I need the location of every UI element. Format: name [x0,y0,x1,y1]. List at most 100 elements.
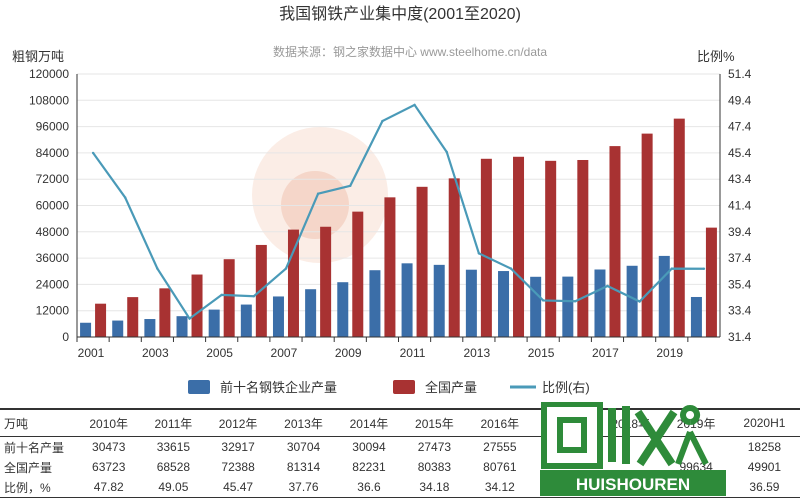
bar-national [95,303,107,337]
table-corner-label: 万吨 [0,409,76,437]
table-cell: 80383 [417,460,452,474]
left-tick-label: 36000 [36,251,70,265]
table-header-cell: 2015年 [401,409,468,437]
x-tick-label: 2017 [592,346,619,360]
right-tick-label: 47.4 [728,120,752,134]
x-tick-label: 2003 [142,346,169,360]
chart-title: 我国钢铁产业集中度(2001至2020) [279,5,521,23]
table-cell: 32917 [221,440,255,454]
right-tick-label: 45.4 [728,146,752,160]
bar-top10 [112,320,124,337]
left-tick-label: 0 [62,330,69,344]
bar-national [705,227,717,337]
table-header-cell: 2010年 [76,409,142,437]
ratio-line-group [91,103,706,321]
table-header-cell: 2011年 [141,409,206,437]
x-tick-label: 2011 [400,346,426,360]
ratio-point [541,299,545,302]
table-row-label: 前十名产量 [4,440,65,455]
ratio-point [509,267,513,270]
bar-top10 [690,296,702,337]
ratio-point [381,119,384,123]
table-header-cell: 2014年 [336,409,402,437]
table-row-label: 比例，% [0,477,76,498]
ratio-point [445,150,448,154]
bar-top10 [658,255,670,337]
table-cell: 45.47 [205,477,271,498]
right-tick-label: 39.4 [728,225,752,239]
watermark-band [540,470,726,496]
table-cell: 49.05 [141,477,206,498]
watermark-logo: HUISHOUREN [540,402,726,496]
bar-top10 [144,319,156,337]
ratio-point [156,267,159,270]
axes: 0 12000 24000 36000 48000 60000 72000 84000 9600… [29,67,752,360]
right-tick-label: 33.4 [728,304,752,318]
legend-label: 前十名钢铁企业产量 [220,380,337,395]
bar-national [577,159,589,337]
left-axis-unit: 粗钢万吨 [12,49,64,64]
left-tick-label: 12000 [36,304,70,318]
bar-top10 [208,309,220,337]
bar-national [223,259,235,337]
bar-national [320,226,332,337]
table-header-cell: 2016年 [467,409,533,437]
ratio-point [124,196,127,199]
bar-national [513,156,525,337]
ratio-point [316,192,320,195]
background-logo [252,127,388,263]
table-cell: 81314 [286,460,321,474]
bar-national [159,288,171,337]
table-cell: 36.6 [336,477,402,498]
bar-national [545,160,557,337]
legend: 前十名钢铁企业产量 全国产量 比例(右) [188,380,590,395]
bar-national [287,229,299,337]
x-tick-label: 2013 [463,346,490,360]
left-tick-label: 24000 [36,277,70,291]
left-tick-label: 96000 [36,120,70,134]
bar-top10 [530,276,542,337]
table-cell: 30704 [286,440,321,454]
table-cell: 68528 [156,460,191,474]
right-tick-label: 49.4 [728,93,752,107]
bar-top10 [337,282,349,337]
ratio-point [188,317,191,320]
bar-top10 [369,270,381,337]
bar-top10 [240,304,252,337]
table-cell: 63723 [92,460,126,474]
bar-national [416,186,428,337]
ratio-point [252,295,256,298]
left-tick-label: 48000 [36,225,70,239]
table-cell: 18258 [747,440,782,454]
bar-top10 [272,296,284,337]
ratio-point [606,284,609,288]
bar-national [609,146,621,337]
table-cell: 27473 [417,440,452,454]
x-tick-label: 2007 [271,346,298,360]
x-tick-label: 2001 [78,346,105,360]
left-tick-label: 72000 [36,172,70,186]
legend-swatch [393,380,415,394]
ratio-point [220,293,223,297]
table-cell: 37.76 [270,477,337,498]
x-tick-label: 2015 [528,346,555,360]
watermark-glyph-2 [608,406,678,467]
bar-national [480,158,492,337]
bar-top10 [80,322,92,337]
bar-top10 [562,276,574,337]
ratio-point [284,267,288,270]
right-tick-label: 43.4 [728,172,752,186]
table-cell: 36.59 [728,477,800,498]
bar-top10 [305,289,317,337]
bar-top10 [176,316,188,337]
table-cell: 27555 [483,440,517,454]
table-cell: 72388 [221,460,255,474]
table-cell: 47.82 [76,477,142,498]
bar-top10 [433,264,445,337]
bar-national [127,297,139,337]
table-header-cell: 2013年 [270,409,337,437]
left-tick-label: 120000 [29,67,69,81]
watermark-box-1-inner [557,417,587,453]
table-cell: 34.18 [401,477,468,498]
table-cell: 30094 [352,440,386,454]
